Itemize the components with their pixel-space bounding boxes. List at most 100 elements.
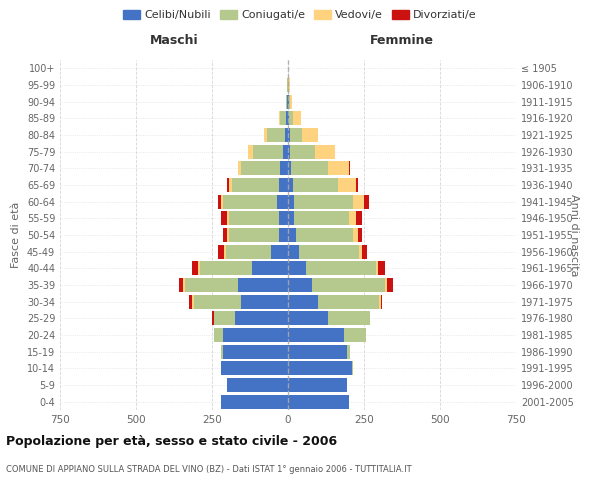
Bar — [279, 178, 288, 192]
Bar — [235, 311, 288, 326]
Bar — [179, 278, 183, 292]
Bar — [289, 94, 290, 109]
Bar — [288, 344, 347, 359]
Bar — [349, 211, 356, 226]
Bar — [214, 328, 223, 342]
Bar — [253, 144, 283, 159]
Bar — [218, 244, 224, 259]
Bar — [221, 394, 288, 409]
Bar — [288, 144, 290, 159]
Bar — [293, 178, 338, 192]
Text: Maschi: Maschi — [149, 34, 199, 46]
Bar — [362, 244, 367, 259]
Bar — [192, 294, 194, 308]
Bar — [238, 278, 288, 292]
Bar — [251, 261, 288, 276]
Bar — [288, 128, 290, 142]
Bar — [185, 278, 238, 292]
Legend: Celibi/Nubili, Coniugati/e, Vedovi/e, Divorziati/e: Celibi/Nubili, Coniugati/e, Vedovi/e, Di… — [119, 6, 481, 25]
Bar — [288, 328, 344, 342]
Bar — [223, 194, 277, 209]
Bar — [299, 244, 359, 259]
Bar — [290, 144, 315, 159]
Bar — [349, 162, 350, 175]
Bar — [221, 211, 227, 226]
Bar — [223, 328, 288, 342]
Bar — [288, 278, 313, 292]
Text: Femmine: Femmine — [370, 34, 434, 46]
Bar — [364, 194, 368, 209]
Bar — [238, 162, 241, 175]
Bar — [358, 228, 362, 242]
Bar — [241, 162, 280, 175]
Bar — [302, 128, 319, 142]
Bar — [229, 211, 279, 226]
Bar — [288, 261, 306, 276]
Bar — [377, 261, 385, 276]
Bar — [279, 211, 288, 226]
Bar — [221, 361, 288, 376]
Bar — [379, 294, 381, 308]
Bar — [279, 112, 280, 126]
Bar — [290, 94, 292, 109]
Bar — [344, 328, 365, 342]
Bar — [227, 378, 288, 392]
Bar — [294, 211, 349, 226]
Bar — [221, 344, 223, 359]
Bar — [289, 78, 290, 92]
Bar — [353, 194, 364, 209]
Bar — [288, 311, 328, 326]
Bar — [192, 261, 199, 276]
Bar — [290, 128, 302, 142]
Bar — [356, 211, 362, 226]
Bar — [279, 228, 288, 242]
Bar — [288, 94, 289, 109]
Bar — [288, 162, 291, 175]
Bar — [381, 294, 382, 308]
Bar — [232, 178, 279, 192]
Bar — [288, 112, 289, 126]
Bar — [271, 244, 288, 259]
Bar — [293, 112, 301, 126]
Bar — [356, 178, 358, 192]
Bar — [347, 344, 350, 359]
Bar — [338, 178, 356, 192]
Bar — [287, 94, 288, 109]
Bar — [183, 278, 185, 292]
Bar — [283, 144, 288, 159]
Bar — [280, 162, 288, 175]
Bar — [223, 228, 227, 242]
Bar — [328, 162, 349, 175]
Bar — [286, 94, 287, 109]
Bar — [288, 228, 296, 242]
Bar — [286, 112, 288, 126]
Bar — [296, 228, 353, 242]
Bar — [212, 311, 214, 326]
Bar — [352, 361, 353, 376]
Bar — [263, 128, 267, 142]
Bar — [288, 361, 352, 376]
Bar — [229, 228, 279, 242]
Bar — [227, 228, 229, 242]
Bar — [267, 128, 285, 142]
Bar — [280, 112, 286, 126]
Bar — [277, 194, 288, 209]
Bar — [328, 311, 370, 326]
Bar — [288, 244, 299, 259]
Text: Popolazione per età, sesso e stato civile - 2006: Popolazione per età, sesso e stato civil… — [6, 435, 337, 448]
Bar — [224, 244, 226, 259]
Bar — [227, 211, 229, 226]
Bar — [200, 261, 251, 276]
Bar — [218, 194, 221, 209]
Bar — [241, 294, 288, 308]
Y-axis label: Fasce di età: Fasce di età — [11, 202, 21, 268]
Bar — [288, 178, 293, 192]
Bar — [223, 344, 288, 359]
Bar — [227, 178, 229, 192]
Bar — [189, 294, 192, 308]
Bar — [291, 162, 328, 175]
Bar — [313, 278, 385, 292]
Bar — [376, 261, 377, 276]
Bar — [385, 278, 387, 292]
Bar — [288, 211, 294, 226]
